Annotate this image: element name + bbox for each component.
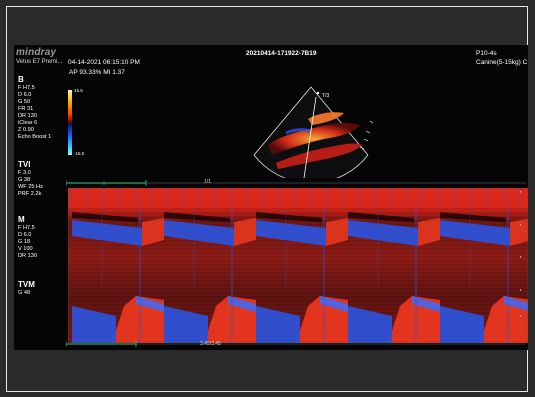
- patient-category: Canine(5-15kg) C: [476, 59, 528, 66]
- colorbar-max-label: 15.5: [74, 88, 83, 93]
- cardiac-cycles: [68, 188, 528, 343]
- tvm-params: TVM G 48: [18, 280, 35, 297]
- probe-name: P10-4s: [476, 50, 497, 57]
- param-line: G 48: [18, 290, 31, 296]
- bottom-timeline-scale: [66, 341, 526, 347]
- param-line: D 6.0: [18, 92, 32, 98]
- param-line: DR 130: [18, 113, 37, 119]
- param-line: DR 130: [18, 253, 37, 259]
- device-name: Vetus E7 Premi...: [16, 59, 63, 65]
- ultrasound-screen: mindray Vetus E7 Premi... 04-14-2021 06:…: [14, 45, 528, 350]
- tvm-title: TVM: [18, 280, 35, 289]
- param-line: G 18: [18, 239, 31, 245]
- param-line: WF 25 Hz: [18, 184, 43, 190]
- param-line: Echo Boost 1: [18, 134, 52, 140]
- param-line: F H7.5: [18, 85, 35, 91]
- tissue-m-mode-strip: [68, 188, 528, 343]
- velocity-color-bar: [68, 90, 72, 155]
- study-id: 20210414-171922-7B19: [246, 50, 317, 57]
- tvi-title: TVI: [18, 160, 31, 169]
- exam-datetime: 04-14-2021 06:15:10 PM: [68, 59, 140, 66]
- tvi-params: TVI F 3.0 G 38 WF 25 Hz PRF 2.2k: [18, 160, 43, 198]
- sector-label: T/3: [322, 93, 329, 99]
- top-scale-label: 1/1: [204, 179, 211, 185]
- top-timeline-scale: [66, 180, 526, 186]
- param-line: V 100: [18, 246, 33, 252]
- param-line: FR 31: [18, 106, 34, 112]
- acoustic-power-readout: AP 93.33% MI 1.37: [69, 69, 125, 76]
- b-mode-params: B F H7.5 D 6.0 G 50 FR 31 DR 130 iClear …: [18, 75, 51, 141]
- bottom-scale-label: 3.45/3.45: [200, 341, 221, 347]
- b-mode-sector-image: T/3: [253, 86, 374, 178]
- param-line: F H7.5: [18, 225, 35, 231]
- param-line: Z 0.90: [18, 127, 34, 133]
- param-line: D 6.0: [18, 232, 32, 238]
- depth-tick: ▪: [520, 254, 522, 259]
- param-line: G 38: [18, 177, 31, 183]
- m-mode-title: M: [18, 215, 25, 224]
- param-line: F 3.0: [18, 170, 31, 176]
- b-mode-title: B: [18, 75, 24, 84]
- colorbar-min-label: -15.5: [74, 151, 85, 156]
- depth-tick: ▪: [520, 313, 522, 318]
- m-mode-params: M F H7.5 D 6.0 G 18 V 100 DR 130: [18, 215, 37, 260]
- mindray-logo: mindray: [16, 47, 57, 58]
- depth-tick: ▪: [520, 287, 522, 292]
- depth-tick: ▪: [520, 189, 522, 194]
- param-line: G 50: [18, 99, 31, 105]
- param-line: PRF 2.2k: [18, 191, 42, 197]
- depth-tick: ▪: [520, 222, 522, 227]
- param-line: iClear 6: [18, 120, 38, 126]
